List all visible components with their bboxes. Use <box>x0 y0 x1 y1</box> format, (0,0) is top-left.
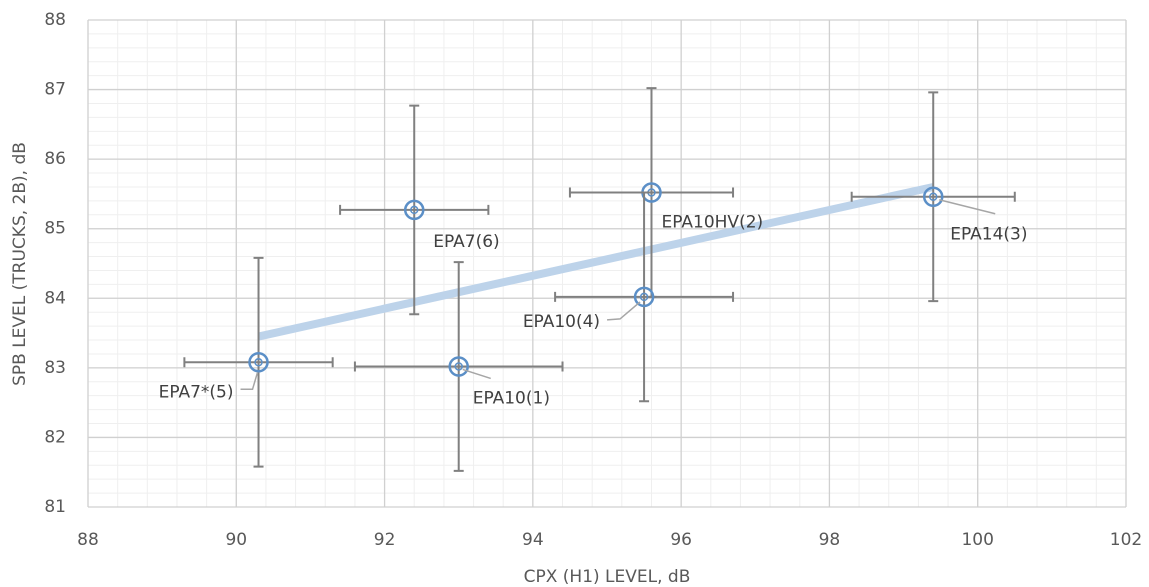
x-tick-label: 98 <box>819 530 841 550</box>
point-center <box>254 358 263 367</box>
x-axis-label: CPX (H1) LEVEL, dB <box>524 567 691 587</box>
x-tick-label: 94 <box>522 530 544 550</box>
point-label: EPA14(3) <box>950 225 1027 245</box>
x-tick-label: 102 <box>1110 530 1142 550</box>
y-error-bar <box>928 91 939 303</box>
y-error-bar <box>453 261 464 472</box>
y-error-bar <box>639 191 650 403</box>
x-tick-label: 100 <box>961 530 993 550</box>
y-tick-label: 88 <box>44 10 66 30</box>
point-center <box>928 192 938 201</box>
y-tick-label: 83 <box>44 358 66 378</box>
point-center <box>639 292 649 302</box>
y-error-bar <box>253 256 264 468</box>
y-tick-label: 84 <box>44 288 66 308</box>
y-tick-label: 81 <box>44 497 66 517</box>
point <box>633 286 655 308</box>
point-label: EPA10HV(2) <box>661 213 763 233</box>
leader-line <box>462 368 491 380</box>
point <box>922 186 944 207</box>
point-label: EPA10(4) <box>523 312 600 332</box>
point <box>403 199 425 221</box>
y-tick-label: 87 <box>44 80 66 100</box>
y-tick-label: 82 <box>44 427 66 447</box>
point-label: EPA7(6) <box>433 232 499 252</box>
leader-line <box>939 198 996 215</box>
trendline <box>257 183 935 341</box>
y-axis-label: SPB LEVEL (TRUCKS, 2B), dB <box>10 142 30 386</box>
leader-line <box>607 301 641 321</box>
point <box>448 356 469 377</box>
point <box>248 352 269 373</box>
x-tick-label: 96 <box>670 530 692 550</box>
point-center <box>409 205 419 215</box>
point-label: EPA10(1) <box>473 388 550 408</box>
x-tick-label: 90 <box>225 530 247 550</box>
leader-line <box>240 372 259 391</box>
y-tick-label: 86 <box>44 149 66 169</box>
x-tick-label: 92 <box>374 530 396 550</box>
y-tick-label: 85 <box>44 219 66 239</box>
x-tick-label: 88 <box>77 530 99 550</box>
point-label: EPA7*(5) <box>159 382 234 402</box>
point-center <box>454 362 463 371</box>
y-error-bar <box>409 104 420 316</box>
